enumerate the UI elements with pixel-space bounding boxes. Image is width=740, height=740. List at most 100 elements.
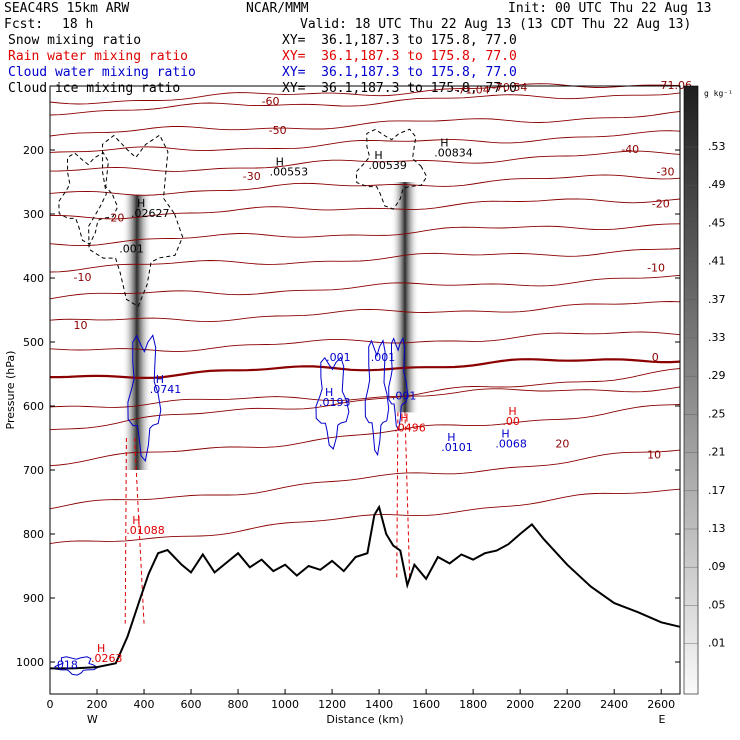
snow-contour <box>88 134 184 308</box>
maximum-marker: H <box>97 642 105 655</box>
cloud-water-contour <box>54 656 99 676</box>
contour-label: -70.54 <box>492 81 527 94</box>
x-tick-label: 1400 <box>365 698 393 711</box>
colorbar-label: .25 <box>708 407 726 420</box>
legend-ice-name: Cloud ice mixing ratio <box>8 81 181 96</box>
valid-time: Valid: 18 UTC Thu 22 Aug 13 (13 CDT Thu … <box>300 17 692 32</box>
maximum-value: .0193 <box>319 396 351 409</box>
contour-label: -30 <box>656 166 674 179</box>
contour-label: 10 <box>74 319 88 332</box>
init-time: Init: 00 UTC Thu 22 Aug 13 <box>508 1 712 16</box>
org-label: NCAR/MMM <box>246 1 309 16</box>
colorbar-label: .09 <box>708 560 726 573</box>
temperature-contour <box>49 274 681 300</box>
maximum-value: .02627 <box>131 207 170 220</box>
contour-label: -30 <box>243 170 261 183</box>
colorbar-label: .05 <box>708 598 726 611</box>
contour-label: -60 <box>262 95 280 108</box>
legend-rain-name: Rain water mixing ratio <box>8 49 189 64</box>
maximum-value: .001 <box>371 351 396 364</box>
colorbar-unit: g kg⁻¹ <box>704 89 733 98</box>
contour-label: -10 <box>74 271 92 284</box>
colorbar-label: .45 <box>708 216 726 229</box>
legend-snow-xy: XY= 36.1,187.3 to 175.8, 77.0 <box>282 33 517 48</box>
maximum-marker: H <box>156 373 164 386</box>
colorbar-label: .13 <box>708 522 726 535</box>
temperature-contour <box>49 130 681 153</box>
maximum-value: .00834 <box>434 146 473 159</box>
plot-frame <box>49 85 681 695</box>
cloud-water-contour <box>127 334 162 463</box>
rain-water-contour <box>396 412 411 579</box>
temperature-contour <box>49 111 681 137</box>
x-axis-label: Distance (km) <box>326 713 403 726</box>
maximum-value: .018 <box>53 658 78 671</box>
x-tick-label: 600 <box>181 698 202 711</box>
maximum-marker: H <box>137 197 145 210</box>
x-tick-label: 1200 <box>318 698 346 711</box>
temperature-contour <box>49 488 681 545</box>
terrain-profile <box>50 504 681 670</box>
y-tick-label: 200 <box>23 144 44 157</box>
x-tick-label: 2000 <box>506 698 534 711</box>
maximum-value: .00539 <box>368 159 407 172</box>
y-tick-label: 400 <box>23 272 44 285</box>
maximum-marker: H <box>325 386 333 399</box>
legend-snow-name: Snow mixing ratio <box>8 33 142 48</box>
zero-isotherm-line <box>50 358 681 380</box>
maximum-value: .0263 <box>91 652 123 665</box>
colorbar-label: .21 <box>708 446 726 459</box>
temperature-contour <box>49 331 681 352</box>
x-tick-label: 2400 <box>600 698 628 711</box>
temperature-contour <box>49 83 681 105</box>
y-tick-label: 1000 <box>16 656 44 669</box>
contour-label: 0 <box>652 351 659 364</box>
colorbar-label: .01 <box>708 637 726 650</box>
x-tick-label: 200 <box>87 698 108 711</box>
fcst-label: Fcst: <box>4 17 44 32</box>
cloud-water-contour <box>388 336 409 432</box>
y-tick-label: 500 <box>23 336 44 349</box>
cloud-water-contour <box>364 339 390 457</box>
contour-label: -71.04 <box>454 84 489 97</box>
temperature-contour <box>49 449 681 510</box>
temperature-contour <box>49 174 681 196</box>
maximum-value: .001 <box>119 242 144 255</box>
x-tick-label: 400 <box>134 698 155 711</box>
legend-cloud-xy: XY= 36.1,187.3 to 175.8, 77.0 <box>282 65 517 80</box>
maximum-value: .0741 <box>150 383 182 396</box>
maximum-value: .00 <box>502 415 520 428</box>
colorbar-label: .41 <box>708 255 726 268</box>
temperature-contour <box>49 150 681 172</box>
maximum-marker: H <box>374 149 382 162</box>
temperature-contour <box>49 368 681 431</box>
temperature-contour <box>49 404 681 467</box>
colorbar-label: .29 <box>708 369 726 382</box>
y-tick-label: 900 <box>23 592 44 605</box>
colorbar-label: .17 <box>708 484 726 497</box>
x-tick-label: 2600 <box>647 698 675 711</box>
maximum-marker: H <box>501 428 509 441</box>
maximum-marker: H <box>508 405 516 418</box>
contour-label: 20 <box>555 438 569 451</box>
maximum-value: .001 <box>392 390 417 403</box>
colorbar-label: .37 <box>708 293 726 306</box>
temperature-contour <box>49 301 681 323</box>
maximum-value: .001 <box>326 351 351 364</box>
x-tick-label: 1600 <box>412 698 440 711</box>
colorbar-label: .49 <box>708 178 726 191</box>
contour-label: 10 <box>647 448 661 461</box>
temperature-contour <box>49 223 681 247</box>
temperature-contour <box>49 198 681 220</box>
fcst-value: 18 h <box>62 17 94 32</box>
contour-label: -20 <box>106 212 124 225</box>
maximum-value: .01088 <box>126 524 165 537</box>
y-tick-label: 800 <box>23 528 44 541</box>
cloud-ice-shading <box>390 182 419 413</box>
x-tick-label: 1800 <box>459 698 487 711</box>
contour-label: -20 <box>652 198 670 211</box>
legend-ice-xy: XY= 36.1,187.3 to 175.8, 77.0 <box>282 81 517 96</box>
endpoint-east-label: E <box>659 713 666 726</box>
colorbar <box>683 85 699 695</box>
